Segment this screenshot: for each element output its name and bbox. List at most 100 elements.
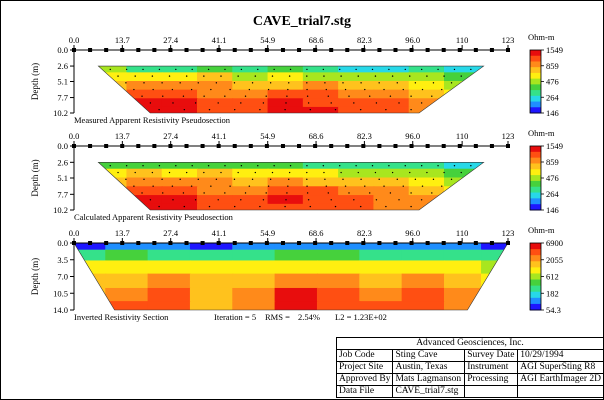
resistivity-cell [105, 249, 149, 262]
resistivity-cell [443, 287, 483, 303]
electrode-marker [264, 241, 269, 245]
data-point [125, 82, 127, 84]
data-point [398, 199, 400, 201]
data-point [151, 171, 154, 174]
resistivity-cell [443, 301, 483, 310]
electrode-marker [152, 241, 157, 245]
electrode-marker [280, 144, 285, 148]
resistivity-cell [126, 72, 163, 82]
data-point [289, 165, 292, 167]
data-point [210, 185, 212, 187]
colorbar-label: 1549 [546, 45, 563, 55]
resistivity-cell [74, 301, 107, 310]
data-point [248, 88, 251, 91]
colorbar-swatch [530, 273, 541, 281]
electrode-marker [248, 48, 253, 52]
x-tick-label: 27.4 [163, 228, 179, 238]
data-point [443, 75, 445, 77]
data-point [391, 171, 394, 174]
data-point [215, 178, 218, 181]
colorbar-label: 146 [546, 108, 559, 118]
x-tick-label: 82.3 [357, 228, 372, 238]
electrode-marker [264, 48, 269, 52]
y-tick-label: 14.0 [53, 305, 68, 315]
x-tick-label: 0.0 [69, 35, 80, 45]
x-tick-label: 82.3 [357, 131, 372, 141]
resistivity-cell [147, 301, 191, 310]
electrode-marker [313, 144, 318, 148]
data-point [224, 95, 226, 97]
resistivity-cell [126, 177, 163, 188]
section-caption: Inverted Resistivity Section [74, 312, 169, 322]
section-outline [97, 65, 485, 114]
colorbar-swatch [530, 243, 541, 250]
section-caption: Measured Apparent Resistivity Pseudosect… [74, 115, 231, 125]
data-point [378, 82, 380, 84]
data-point [409, 171, 411, 174]
info-row: Approved By Mats Lagmanson Processing AG… [335, 373, 604, 386]
colorbar-swatch [530, 50, 541, 57]
data-point [306, 68, 308, 71]
data-point [208, 205, 211, 208]
resistivity-cell [196, 195, 234, 205]
resistivity-cell [232, 287, 276, 303]
data-point [391, 75, 394, 77]
data-point [353, 199, 355, 201]
info-value: Austin, Texas [392, 361, 466, 374]
colorbar-label: 6900 [546, 238, 563, 248]
data-point [385, 108, 387, 111]
electrode-marker [361, 241, 366, 245]
data-point [175, 165, 177, 167]
y-tick-label: 10.2 [53, 108, 68, 118]
resistivity-cell [105, 260, 149, 275]
electrode-marker [136, 241, 141, 245]
resistivity-cell [338, 177, 375, 188]
y-tick-label: 2.6 [57, 157, 68, 167]
data-point [158, 165, 161, 167]
colorbar-label: 859 [546, 157, 559, 167]
resistivity-cell [267, 72, 304, 82]
data-point [421, 88, 424, 91]
data-point [374, 75, 377, 77]
resistivity-cell [359, 301, 403, 310]
resistivity-cell [196, 89, 234, 100]
resistivity-cell [161, 89, 198, 100]
resistivity-cell [232, 81, 269, 91]
resistivity-cell [274, 249, 318, 262]
data-point [168, 75, 171, 77]
x-tick-label: 96.0 [405, 228, 420, 238]
data-point [172, 102, 174, 104]
resistivity-cell [74, 273, 107, 289]
data-point [229, 185, 231, 187]
resistivity-cell [401, 273, 445, 289]
colorbar-label: 612 [546, 272, 559, 282]
resistivity-cell [443, 177, 484, 188]
resistivity-cell [161, 186, 198, 197]
electrode-marker [104, 241, 109, 245]
resistivity-cell [443, 162, 484, 170]
x-tick-label: 123 [502, 228, 515, 238]
data-point [414, 82, 417, 84]
colorbar [529, 145, 542, 211]
inversion-annotation: L2 = 1.23E+02 [335, 312, 387, 322]
data-point [410, 95, 412, 97]
resistivity-cell [232, 162, 269, 170]
data-point [443, 171, 445, 174]
resistivity-cell [98, 177, 128, 188]
data-point [152, 88, 154, 91]
resistivity-cell [147, 249, 191, 262]
y-tick-label: 7.7 [57, 189, 68, 199]
data-point [330, 199, 332, 201]
data-point [142, 68, 144, 71]
electrode-marker [441, 144, 446, 148]
data-point [431, 95, 433, 97]
electrode-marker [264, 144, 269, 148]
data-point [327, 192, 330, 194]
data-point [420, 102, 423, 104]
electrode-marker [184, 48, 189, 52]
electrode-marker [377, 48, 382, 52]
colorbar-label: 476 [546, 77, 559, 87]
data-point [285, 199, 287, 201]
data-point [158, 68, 161, 71]
info-row: Job Code Sting Cave Survey Date 10/29/19… [335, 349, 604, 362]
